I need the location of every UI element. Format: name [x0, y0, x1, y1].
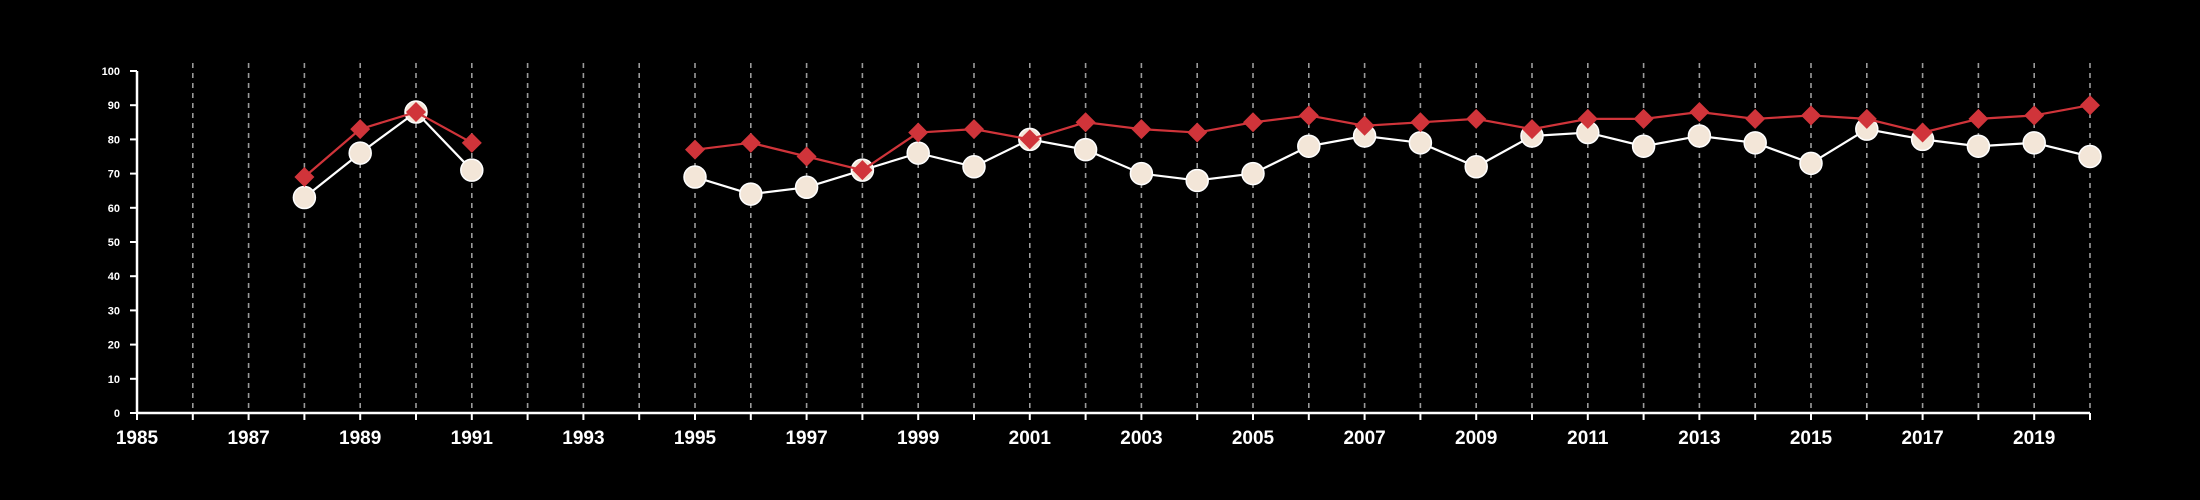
y-tick-label: 0 [114, 408, 120, 420]
data-point-diamond [1912, 122, 1933, 143]
x-tick-label: 2007 [1343, 428, 1385, 449]
y-tick-label: 90 [108, 100, 120, 112]
data-point-diamond [852, 160, 873, 181]
series-circle [292, 100, 2102, 210]
x-tick-label: 1985 [116, 428, 159, 449]
y-tick-label: 80 [108, 134, 120, 146]
data-point-circle [2022, 131, 2046, 155]
data-point-diamond [685, 139, 705, 160]
data-point-diamond [1968, 108, 1989, 129]
data-point-diamond [964, 119, 984, 140]
x-tick-label: 2003 [1120, 428, 1162, 449]
data-point-circle [1631, 134, 1656, 158]
x-tick-label: 2001 [1009, 428, 1052, 449]
data-point-circle [1129, 161, 1154, 186]
grid-lines [192, 63, 2091, 413]
data-point-diamond [1801, 105, 1821, 126]
data-point-diamond [1410, 112, 1431, 133]
data-point-diamond [1689, 102, 1710, 123]
series-diamond [294, 95, 2100, 188]
series-line [303, 110, 473, 199]
data-point-circle [739, 182, 763, 206]
data-point-circle [794, 175, 819, 200]
data-point-diamond [1131, 119, 1152, 140]
data-point-circle [1687, 124, 1712, 148]
data-point-diamond [1187, 122, 1208, 143]
data-point-diamond [2024, 105, 2045, 126]
x-tick-label: 2019 [2013, 428, 2055, 449]
data-point-diamond [2080, 95, 2100, 116]
data-point-diamond [350, 119, 371, 140]
y-tick-label: 50 [108, 237, 120, 249]
data-point-diamond [1019, 129, 1040, 150]
data-point-circle [1799, 151, 1823, 176]
data-point-circle [1464, 155, 1488, 179]
data-point-diamond [796, 146, 817, 167]
x-tick-label: 2015 [1790, 428, 1833, 449]
data-point-diamond [1856, 108, 1877, 129]
data-point-diamond [1354, 115, 1375, 136]
data-point-circle [1185, 168, 1209, 193]
x-tick-label: 2011 [1567, 428, 1609, 449]
x-tick-label: 2009 [1455, 428, 1497, 449]
x-tick-label: 1987 [227, 428, 269, 449]
y-tick-label: 40 [108, 271, 120, 283]
data-point-circle [962, 155, 986, 179]
data-point-circle [348, 141, 372, 165]
x-tick-label: 1999 [897, 428, 939, 449]
data-point-diamond [740, 132, 761, 153]
x-axis-ticks: 1985 1987 1989 1991 1993 1995 1997 1999 2001 2003… [116, 413, 2091, 449]
data-point-circle [1073, 137, 1098, 162]
x-tick-label: 2005 [1232, 428, 1275, 449]
y-tick-label: 70 [108, 169, 120, 181]
y-tick-label: 30 [108, 305, 120, 317]
data-point-diamond [1298, 105, 1319, 126]
x-tick-label: 1997 [785, 428, 827, 449]
data-point-diamond [1633, 108, 1654, 129]
y-tick-label: 10 [108, 374, 120, 386]
data-point-circle [906, 141, 930, 165]
data-point-circle [2078, 144, 2102, 169]
x-tick-label: 1989 [339, 428, 381, 449]
x-tick-label: 2013 [1678, 428, 1720, 449]
data-point-diamond [1466, 108, 1487, 129]
data-point-diamond [294, 167, 315, 188]
series-group [292, 95, 2102, 210]
y-tick-label: 100 [102, 66, 120, 78]
data-point-diamond [1243, 112, 1263, 133]
data-point-diamond [1577, 108, 1598, 129]
x-tick-label: 2017 [1901, 428, 1943, 449]
data-point-circle [1743, 131, 1767, 155]
data-point-circle [1241, 161, 1265, 186]
data-point-diamond [908, 122, 929, 143]
data-point-circle [1408, 131, 1433, 155]
y-tick-label: 60 [108, 203, 120, 215]
data-point-circle [460, 158, 484, 182]
x-tick-label: 1993 [562, 428, 604, 449]
y-tick-label: 20 [108, 340, 120, 352]
x-tick-label: 1995 [674, 428, 717, 449]
x-tick-label: 1991 [451, 428, 494, 449]
data-point-circle [1966, 134, 1991, 158]
series-line [303, 110, 473, 178]
data-point-circle [683, 165, 707, 189]
data-point-circle [292, 185, 317, 210]
y-axis-ticks: 0 10 20 30 40 50 60 70 80 90 100 [102, 66, 137, 420]
data-point-diamond [1745, 108, 1766, 129]
data-point-diamond [1075, 112, 1096, 133]
data-point-circle [1297, 134, 1321, 158]
data-point-diamond [461, 132, 482, 153]
data-point-diamond [406, 102, 426, 123]
data-point-diamond [1522, 119, 1542, 140]
